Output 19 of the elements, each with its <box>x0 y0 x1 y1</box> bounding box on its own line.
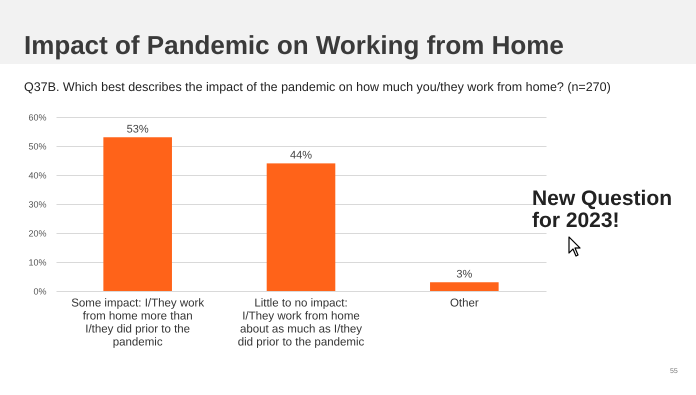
x-tick-label: Other <box>450 298 479 310</box>
y-tick-label: 60% <box>28 112 46 122</box>
y-tick-label: 0% <box>33 286 46 296</box>
y-tick-label: 50% <box>28 142 46 152</box>
data-label: 44% <box>290 149 312 162</box>
bar <box>430 282 499 291</box>
y-tick-label: 20% <box>28 228 46 238</box>
y-tick-label: 40% <box>28 170 46 180</box>
chart-subtitle: Q37B. Which best describes the impact of the pandemic on how much you/they work from home? (n=270) <box>24 80 611 94</box>
annotation: New Question for 2023! <box>532 187 674 232</box>
chart-title: Impact of Pandemic on Working from Home <box>24 30 564 61</box>
bar <box>103 137 172 291</box>
x-tick-label: Little to no impact: I/They work from home about as much as I/they did prior to the pandemic <box>238 298 365 348</box>
y-tick-label: 30% <box>28 200 46 210</box>
data-label: 53% <box>126 123 149 136</box>
x-tick-label: Some impact: I/They work from home more than I/they did prior to the pandemic <box>71 298 204 348</box>
bar <box>266 163 336 291</box>
data-label: 3% <box>456 268 472 280</box>
y-tick-label: 10% <box>28 258 46 268</box>
